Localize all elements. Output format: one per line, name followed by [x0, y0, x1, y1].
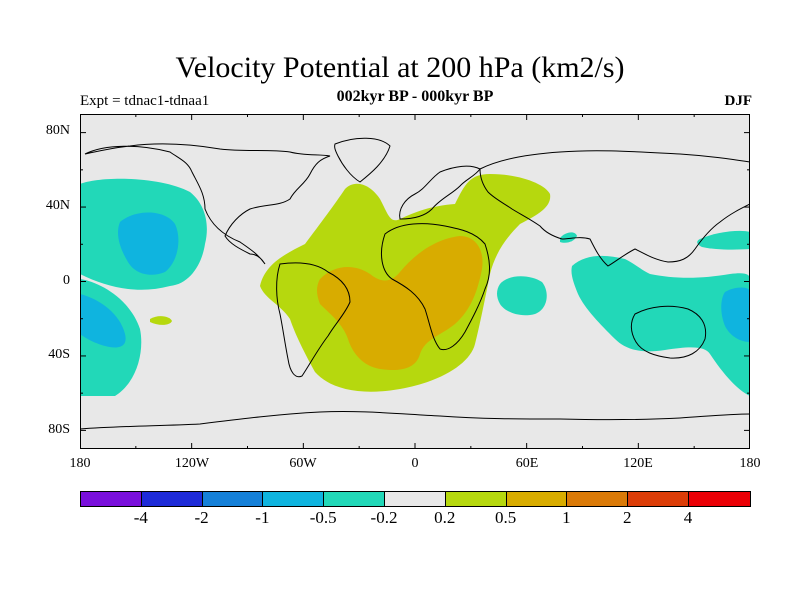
y-tick-label: 80S	[48, 422, 70, 437]
coastline-africa	[381, 223, 490, 351]
colorbar-swatch	[324, 492, 385, 506]
coastline-layer	[80, 137, 750, 430]
colorbar-label: 4	[683, 508, 693, 527]
colorbar-swatch	[81, 492, 142, 506]
colorbar-swatch	[141, 492, 203, 506]
colorbar-swatch	[567, 492, 629, 506]
colorbar-label: -0.2	[370, 508, 398, 527]
season-label: DJF	[724, 93, 753, 109]
coastline-antarctica	[80, 410, 750, 430]
fill-north-asia-blob	[455, 184, 509, 215]
x-tick-label: 60E	[515, 456, 539, 471]
coastline-greenland	[334, 137, 391, 183]
colorbar-label: 0.5	[494, 508, 517, 527]
experiment-label: Expt = tdnac1-tdnaa1	[80, 93, 210, 109]
colorbar-label: -0.5	[309, 508, 337, 527]
fill-west-pacific-neg	[697, 230, 750, 250]
x-tick-label: 180	[69, 456, 91, 471]
colorbar-swatch	[202, 492, 264, 506]
colorbar-swatch	[263, 492, 325, 506]
chart-title: Velocity Potential at 200 hPa (km2/s)	[175, 51, 625, 84]
fill-maritime-core	[721, 287, 750, 342]
coastline-australia	[630, 305, 707, 359]
x-tick-label: 120E	[623, 456, 653, 471]
x-tick-label: 60W	[289, 456, 317, 471]
contour-fill-layer	[80, 174, 750, 396]
fill-se-pacific-core	[80, 294, 126, 348]
colorbar-label: -4	[133, 508, 148, 527]
colorbar-swatch	[628, 492, 689, 506]
y-tick-label: 40S	[48, 347, 70, 362]
chart-subtitle: 002kyr BP - 000kyr BP	[336, 88, 494, 105]
fill-arabia-neg	[560, 232, 577, 243]
colorbar-swatch	[384, 492, 446, 506]
colorbar-swatch	[688, 492, 750, 506]
colorbar-swatch	[445, 492, 507, 506]
coastline-south-america	[276, 262, 351, 378]
fill-positive-core	[317, 236, 483, 371]
colorbar-label: 2	[622, 508, 632, 527]
fill-small-neg-patch	[150, 316, 172, 325]
y-tick-label: 0	[63, 273, 70, 288]
y-tick-label: 40N	[45, 198, 70, 213]
y-tick-label: 80N	[45, 123, 70, 138]
coastline-north-america	[84, 143, 331, 265]
x-tick-label: 180	[739, 456, 761, 471]
colorbar-label: 1	[562, 508, 571, 527]
colorbar-label: -1	[255, 508, 270, 527]
tick-marks	[80, 114, 750, 449]
fill-maritime-neg	[571, 255, 750, 396]
colorbar-label: -2	[194, 508, 209, 527]
x-tick-label: 0	[411, 456, 419, 471]
colorbar-label: 0.2	[434, 508, 456, 527]
colorbar-swatch	[506, 492, 568, 506]
x-tick-label: 120W	[174, 456, 210, 471]
coastline-asia	[479, 150, 750, 267]
fill-north-pacific-core	[117, 212, 179, 275]
fill-indian-neg	[497, 276, 547, 316]
map-plot	[80, 114, 750, 449]
colorbar	[80, 491, 751, 507]
